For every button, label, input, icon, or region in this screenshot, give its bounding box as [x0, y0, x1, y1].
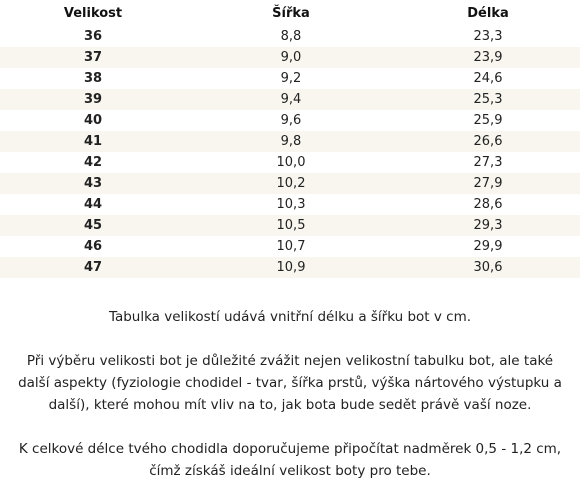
- cell-size: 41: [0, 131, 186, 152]
- cell-width: 10,5: [186, 215, 396, 236]
- table-body: 36 8,8 23,3 37 9,0 23,9 38 9,2 24,6 39 9,4 25,3 40 9,…: [0, 26, 580, 278]
- cell-size: 38: [83, 71, 103, 86]
- note-length-tip: K celkové délce tvého chodidla doporučuj…: [18, 441, 562, 479]
- cell-size: 40: [83, 113, 103, 128]
- cell-length: 23,3: [473, 29, 503, 44]
- table-row: 45 10,5 29,3: [0, 215, 580, 236]
- table-header-row: Velikost Šířka Délka: [0, 0, 580, 26]
- cell-width: 9,4: [186, 89, 396, 110]
- cell-length: 29,9: [473, 239, 503, 254]
- cell-size: 43: [0, 173, 186, 194]
- cell-size: 39: [0, 89, 186, 110]
- cell-width: 10,0: [276, 155, 306, 170]
- cell-length: 26,6: [396, 131, 580, 152]
- cell-length: 25,9: [473, 113, 503, 128]
- table-row: 40 9,6 25,9: [0, 110, 580, 131]
- cell-size: 46: [83, 239, 103, 254]
- cell-length: 27,3: [473, 155, 503, 170]
- cell-width: 10,9: [186, 257, 396, 278]
- cell-size: 47: [0, 257, 186, 278]
- note-size-advice: Při výběru velikosti bot je důležité zvá…: [18, 353, 562, 413]
- table-row: 43 10,2 27,9: [0, 173, 580, 194]
- table-row: 39 9,4 25,3: [0, 89, 580, 110]
- cell-size: 42: [83, 155, 103, 170]
- table-row: 47 10,9 30,6: [0, 257, 580, 278]
- cell-width: 10,7: [276, 239, 306, 254]
- header-size: Velikost: [63, 5, 123, 21]
- table-row: 36 8,8 23,3: [0, 26, 580, 47]
- cell-width: 9,0: [186, 47, 396, 68]
- header-width: Šířka: [272, 5, 310, 21]
- table-row: 42 10,0 27,3: [0, 152, 580, 173]
- cell-length: 30,6: [396, 257, 580, 278]
- cell-length: 28,6: [473, 197, 503, 212]
- table-row: 37 9,0 23,9: [0, 47, 580, 68]
- note-table-info: Tabulka velikostí udává vnitřní délku a …: [108, 309, 472, 325]
- header-length: Délka: [467, 5, 509, 21]
- cell-length: 29,3: [396, 215, 580, 236]
- cell-width: 9,6: [280, 113, 302, 128]
- cell-width: 8,8: [280, 29, 302, 44]
- cell-width: 9,2: [280, 71, 302, 86]
- cell-length: 27,9: [396, 173, 580, 194]
- cell-size: 45: [0, 215, 186, 236]
- cell-width: 10,2: [186, 173, 396, 194]
- notes-section: Tabulka velikostí udává vnitřní délku a …: [0, 306, 580, 482]
- cell-length: 25,3: [396, 89, 580, 110]
- table-row: 38 9,2 24,6: [0, 68, 580, 89]
- cell-size: 37: [0, 47, 186, 68]
- table-row: 41 9,8 26,6: [0, 131, 580, 152]
- cell-length: 24,6: [473, 71, 503, 86]
- cell-width: 9,8: [186, 131, 396, 152]
- cell-size: 36: [83, 29, 103, 44]
- table-row: 46 10,7 29,9: [0, 236, 580, 257]
- cell-length: 23,9: [396, 47, 580, 68]
- table-row: 44 10,3 28,6: [0, 194, 580, 215]
- size-table: Velikost Šířka Délka 36 8,8 23,3 37 9,0 23,9 3…: [0, 0, 580, 278]
- cell-size: 44: [83, 197, 103, 212]
- cell-width: 10,3: [276, 197, 306, 212]
